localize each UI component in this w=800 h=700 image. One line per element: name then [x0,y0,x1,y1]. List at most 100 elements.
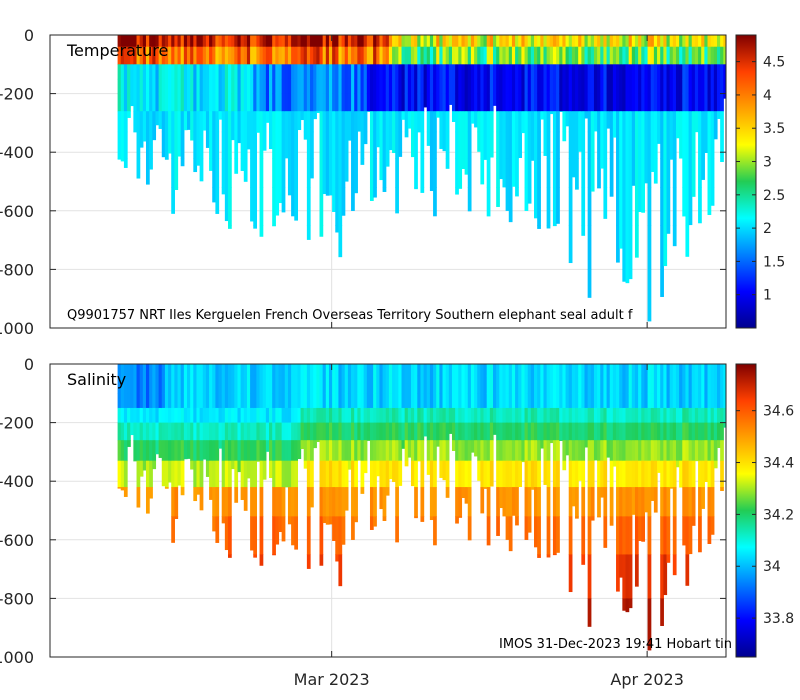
heatmap-cell [401,440,406,449]
heatmap-cell [616,35,620,48]
heatmap-cell [319,375,324,394]
heatmap-cell [477,440,481,462]
heatmap-cell [341,487,346,517]
heatmap-cell [231,35,235,48]
heatmap-cell [429,46,434,65]
heatmap-cell [552,375,557,394]
heatmap-cell [395,407,399,424]
heatmap-cell [663,554,668,596]
heatmap-cell [158,407,163,424]
heatmap-cell [328,35,333,48]
heatmap-cell [410,407,415,424]
heatmap-cell [710,393,715,409]
heatmap-cell [344,422,349,441]
heatmap-cell [171,393,175,409]
heatmap-cell [224,64,229,80]
heatmap-cell [559,375,563,394]
heatmap-cell [388,131,393,151]
heatmap-cell [363,78,368,95]
heatmap-cell [161,440,166,462]
heatmap-cell [354,460,358,488]
heatmap-cell [647,375,652,394]
heatmap-cell [407,375,412,394]
heatmap-cell [265,422,270,441]
heatmap-cell [597,78,601,95]
heatmap-cell [663,393,668,409]
heatmap-cell [455,35,459,48]
heatmap-cell [451,78,456,95]
heatmap-cell [493,364,497,377]
heatmap-cell [379,93,384,112]
heatmap-cell [287,516,292,525]
heatmap-cell [679,460,683,488]
heatmap-cell [142,375,147,394]
heatmap-cell [442,393,447,409]
heatmap-cell [691,407,696,424]
heatmap-cell [672,440,677,462]
heatmap-cell [366,375,371,394]
heatmap-cell [543,46,548,65]
heatmap-cell [534,64,538,80]
heatmap-cell [139,422,144,441]
heatmap-cell [426,46,431,65]
heatmap-cell [127,375,131,394]
heatmap-cell [199,131,204,159]
heatmap-cell [518,460,522,487]
heatmap-cell [316,375,321,394]
heatmap-cell [445,393,450,409]
heatmap-cell [682,158,687,188]
heatmap-cell [565,364,570,377]
heatmap-cell [373,516,377,527]
heatmap-cell [297,46,302,65]
heatmap-cell [666,46,671,65]
heatmap-cell [407,93,412,112]
heatmap-cell [445,93,450,112]
heatmap-cell [527,516,532,533]
heatmap-cell [404,407,409,424]
heatmap-cell [537,64,541,80]
heatmap-cell [433,131,437,159]
heatmap-cell [483,93,488,112]
heatmap-cell [669,460,674,488]
heatmap-cell [590,440,595,462]
heatmap-cell [243,364,248,377]
heatmap-cell [152,46,157,65]
heatmap-cell [363,364,368,377]
heatmap-cell [149,375,153,394]
heatmap-cell [552,93,557,112]
heatmap-cell [606,440,611,458]
heatmap-cell [136,440,141,462]
heatmap-cell [666,225,671,234]
heatmap-cell [486,440,491,462]
heatmap-cell [313,375,317,394]
heatmap-cell [552,78,557,95]
heatmap-cell [691,516,696,526]
heatmap-cell [647,187,652,226]
heatmap-cell [322,375,327,394]
heatmap-cell [205,64,210,80]
heatmap-cell [562,46,567,65]
heatmap-cell [477,407,481,424]
heatmap-cell [221,35,226,48]
heatmap-cell [685,440,690,462]
heatmap-cell [149,422,153,441]
heatmap-cell [168,422,172,441]
heatmap-cell [366,422,371,441]
heatmap-cell [631,460,636,488]
heatmap-cell [701,422,705,441]
heatmap-cell [713,35,718,48]
heatmap-cell [275,422,280,441]
heatmap-cell [464,460,469,488]
heatmap-cell [275,460,280,488]
heatmap-cell [398,393,403,409]
heatmap-cell [338,93,343,112]
heatmap-cell [657,35,661,48]
heatmap-cell [612,393,617,409]
heatmap-cell [410,440,415,462]
heatmap-cell [306,131,311,159]
heatmap-cell [587,487,592,517]
heatmap-cell [369,440,374,462]
heatmap-cell [269,364,273,377]
heatmap-cell [480,375,485,394]
heatmap-cell [133,78,138,95]
